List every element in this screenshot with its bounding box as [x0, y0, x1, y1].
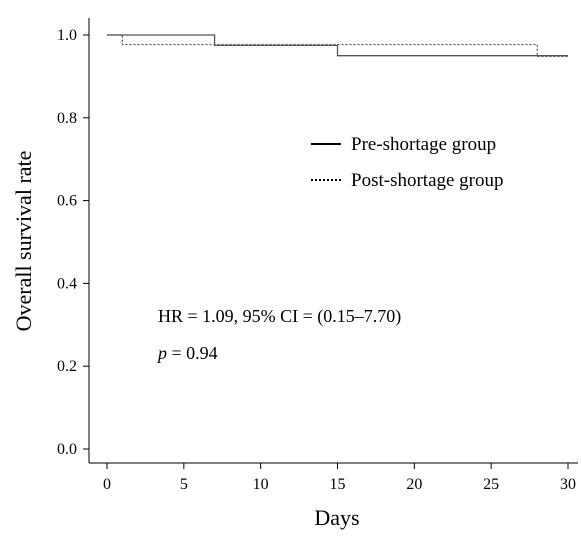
x-tick-label: 0	[103, 476, 111, 493]
p-symbol: p	[156, 343, 167, 363]
legend-label-pre-shortage: Pre-shortage group	[351, 134, 496, 155]
x-tick-label: 25	[483, 476, 499, 493]
y-tick-label: 0.0	[57, 441, 77, 458]
y-tick-label: 0.2	[57, 358, 77, 375]
series-line-post-shortage	[107, 34, 568, 58]
y-axis-title: Overall survival rate	[11, 151, 36, 332]
hazard-ratio-annotation: HR = 1.09, 95% CI = (0.15–7.70)	[158, 306, 401, 327]
x-tick-label: 10	[253, 476, 269, 493]
x-tick-label: 20	[406, 476, 422, 493]
x-ticks: 0 5 10 15 20 25 30	[103, 463, 576, 493]
y-ticks: 0.0 0.2 0.4 0.6 0.8 1.0	[57, 27, 89, 458]
y-tick-label: 0.6	[57, 193, 77, 210]
series-line-pre-shortage	[107, 34, 568, 57]
y-tick-label: 0.8	[57, 110, 77, 127]
series-layer	[107, 34, 568, 58]
y-tick-label: 0.4	[57, 275, 77, 292]
legend: Pre-shortage group Post-shortage group	[311, 134, 504, 191]
x-tick-label: 30	[560, 476, 576, 493]
x-axis-title: Days	[314, 505, 359, 530]
x-tick-label: 15	[330, 476, 346, 493]
y-tick-label: 1.0	[57, 27, 77, 44]
p-value: = 0.94	[167, 343, 218, 363]
legend-label-post-shortage: Post-shortage group	[351, 170, 504, 191]
p-value-annotation: p = 0.94	[156, 343, 218, 363]
x-tick-label: 5	[180, 476, 188, 493]
axes	[88, 18, 578, 464]
